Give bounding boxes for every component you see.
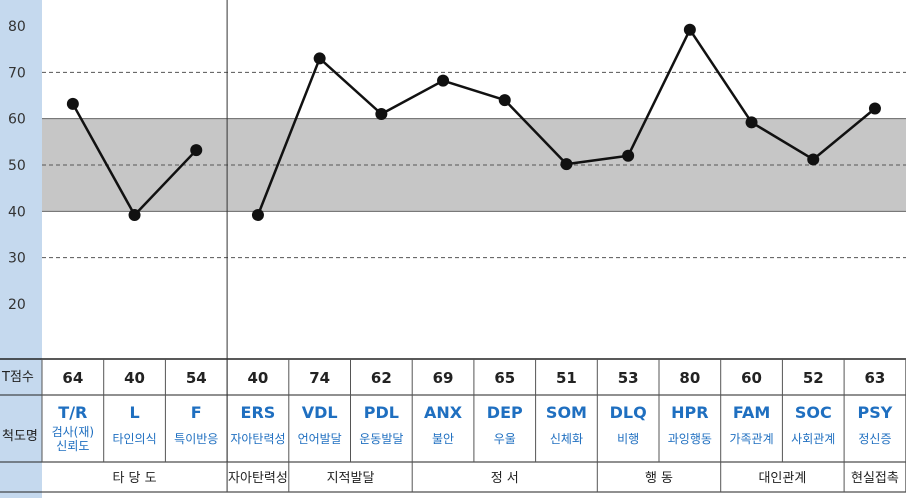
y-tick-20: 20 <box>8 297 26 313</box>
y-axis-bar <box>0 0 42 498</box>
scale-name-VDL: 언어발달 <box>298 432 342 446</box>
score-FAM: 60 <box>741 369 762 387</box>
group-label: 정 서 <box>491 471 519 486</box>
score-F: 54 <box>186 369 207 387</box>
scale-code-FAM: FAM <box>733 403 770 422</box>
row-label-score: T점수 <box>1 370 34 385</box>
group-label: 지적발달 <box>327 471 375 486</box>
y-tick-40: 40 <box>8 204 26 220</box>
scale-code-ANX: ANX <box>424 403 463 422</box>
scale-name-DLQ: 비행 <box>617 431 639 446</box>
score-ERS: 40 <box>248 369 269 387</box>
scale-code-PDL: PDL <box>364 403 399 422</box>
group-label: 행 동 <box>645 470 673 486</box>
score-DEP: 65 <box>494 369 515 387</box>
scale-code-VDL: VDL <box>302 403 338 422</box>
score-DLQ: 53 <box>618 369 639 387</box>
scale-name-L: 타인의식 <box>112 432 156 446</box>
y-tick-80: 80 <box>8 19 26 35</box>
point-F <box>190 144 203 157</box>
scale-code-DEP: DEP <box>487 403 523 422</box>
scale-code-T/R: T/R <box>58 403 87 422</box>
scale-name-HPR: 과잉행동 <box>668 431 712 446</box>
point-ANX <box>437 74 450 87</box>
score-L: 40 <box>124 369 145 387</box>
group-label: 대인관계 <box>758 471 806 486</box>
point-DEP <box>498 94 511 107</box>
scale-name-ANX: 불안 <box>432 432 454 446</box>
scale-code-HPR: HPR <box>671 403 708 422</box>
score-PDL: 62 <box>371 369 392 387</box>
score-VDL: 74 <box>309 369 330 387</box>
score-SOC: 52 <box>803 369 824 387</box>
scale-name-SOM: 신체화 <box>550 432 583 446</box>
score-SOM: 51 <box>556 369 577 387</box>
score-ANX: 69 <box>433 369 454 387</box>
y-tick-50: 50 <box>8 158 26 174</box>
scale-name-T/R: 검사(재) <box>52 425 94 439</box>
scale-name-T/R: 신뢰도 <box>56 439 89 453</box>
y-tick-60: 60 <box>8 112 26 128</box>
point-PDL <box>375 108 388 121</box>
score-HPR: 80 <box>679 369 700 387</box>
scale-code-SOM: SOM <box>546 403 587 422</box>
point-HPR <box>683 23 696 36</box>
scale-name-PDL: 운동발달 <box>359 432 403 446</box>
scale-code-DLQ: DLQ <box>610 403 647 422</box>
group-label: 자아탄력성 <box>228 471 288 486</box>
scale-code-L: L <box>129 403 139 422</box>
point-PSY <box>868 102 881 115</box>
point-DLQ <box>622 149 635 162</box>
scale-name-PSY: 정신증 <box>858 432 891 446</box>
scale-code-SOC: SOC <box>795 403 832 422</box>
scale-name-DEP: 우울 <box>494 432 516 446</box>
point-L <box>128 209 141 222</box>
point-SOC <box>807 153 820 166</box>
row-label-scale: 척도명 <box>2 429 38 444</box>
score-T/R: 64 <box>62 369 83 387</box>
y-tick-30: 30 <box>8 251 26 267</box>
y-tick-70: 70 <box>8 65 26 81</box>
scale-code-F: F <box>191 403 202 422</box>
point-SOM <box>560 158 573 171</box>
scale-name-SOC: 사회관계 <box>791 432 835 446</box>
point-VDL <box>313 52 326 65</box>
point-ERS <box>251 209 264 222</box>
group-label: 타 당 도 <box>112 471 156 486</box>
scale-name-ERS: 자아탄력성 <box>230 432 285 446</box>
scale-name-F: 특이반응 <box>174 432 218 446</box>
score-PSY: 63 <box>865 369 886 387</box>
scale-code-ERS: ERS <box>241 403 276 422</box>
point-FAM <box>745 116 758 129</box>
point-T/R <box>66 97 79 110</box>
group-label: 현실접촉 <box>851 471 899 486</box>
scale-name-FAM: 가족관계 <box>729 432 773 446</box>
scale-code-PSY: PSY <box>858 403 893 422</box>
